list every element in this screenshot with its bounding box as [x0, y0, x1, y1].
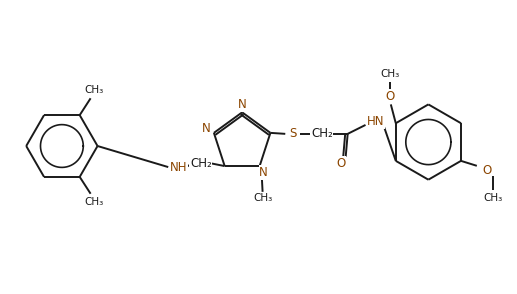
Text: NH: NH: [171, 161, 188, 173]
Text: S: S: [290, 127, 297, 140]
Text: CH₃: CH₃: [483, 193, 503, 203]
Text: O: O: [385, 90, 394, 103]
Text: CH₂: CH₂: [311, 127, 333, 140]
Text: CH₃: CH₃: [84, 197, 103, 207]
Text: CH₃: CH₃: [84, 85, 103, 95]
Text: CH₃: CH₃: [253, 193, 272, 203]
Text: N: N: [259, 166, 268, 179]
Text: O: O: [336, 157, 345, 170]
Text: O: O: [482, 164, 491, 177]
Text: N: N: [238, 98, 247, 111]
Text: HN: HN: [367, 116, 384, 128]
Text: CH₂: CH₂: [190, 157, 212, 170]
Text: CH₃: CH₃: [380, 69, 400, 79]
Text: N: N: [202, 122, 210, 136]
